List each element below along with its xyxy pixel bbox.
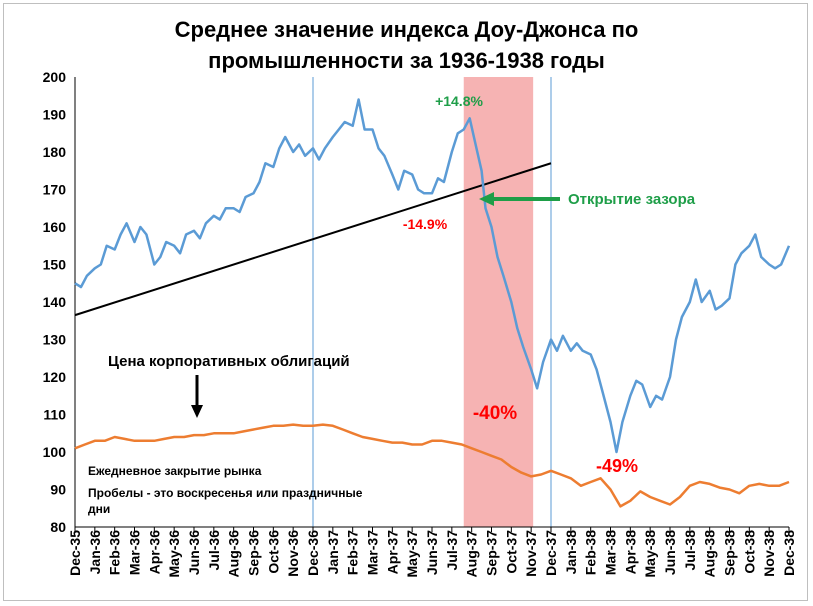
- x-tick-label: Aug-36: [226, 530, 242, 578]
- trend-line: [74, 162, 552, 317]
- x-tick-label: Jan-37: [325, 530, 341, 575]
- x-tick-label: Aug-37: [464, 530, 480, 578]
- x-tick-label: Nov-37: [523, 530, 539, 577]
- x-tick-label: Jun-36: [186, 530, 202, 575]
- x-tick-label: Oct-37: [503, 530, 519, 574]
- y-tick-label: 80: [50, 519, 66, 535]
- x-tick-label: Jul-38: [682, 530, 698, 571]
- series-layer: [74, 98, 791, 508]
- x-tick-label: Dec-36: [305, 530, 321, 576]
- x-tick-label: Oct-38: [741, 530, 757, 574]
- x-tick-label: Mar-37: [365, 530, 381, 575]
- y-tick-label: 110: [43, 407, 66, 423]
- y-tick-label: 160: [43, 219, 67, 235]
- x-tick-label: Jun-38: [662, 530, 678, 575]
- x-tick-label: Nov-38: [761, 530, 777, 577]
- x-tick-label: Jun-37: [424, 530, 440, 575]
- vline-layer: [312, 77, 552, 527]
- y-tick-label: 200: [43, 69, 67, 85]
- x-tick-label: May-36: [166, 530, 182, 578]
- x-tick-label: Jul-37: [444, 530, 460, 571]
- crash-label: -40%: [473, 403, 517, 424]
- chart-title-line-1: Среднее значение индекса Доу-Джонса по: [174, 17, 639, 42]
- x-tick-label: Jan-36: [87, 530, 103, 575]
- chart-frame: [3, 3, 808, 601]
- note-gaps: Пробелы - это воскресенья или праздничны…: [88, 486, 363, 500]
- chart-title: Среднее значение индекса Доу-Джонса по п…: [0, 14, 813, 76]
- x-tick-label: Aug-38: [702, 530, 718, 578]
- bond-series-line: [74, 423, 790, 508]
- crash-region: [463, 77, 534, 527]
- gap-arrow-head: [479, 192, 494, 206]
- x-tick-label: Mar-36: [127, 530, 143, 575]
- gap-label: Открытие зазора: [568, 191, 696, 208]
- dow-series-line: [74, 98, 791, 454]
- peak-gain-label: +14.8%: [435, 93, 483, 109]
- x-tick-label: Dec-38: [781, 530, 797, 576]
- x-tick-label: Feb-36: [107, 530, 123, 575]
- x-tick-label: Sep-37: [484, 530, 500, 576]
- y-tick-label: 140: [43, 294, 67, 310]
- x-tick-label: Sep-38: [722, 530, 738, 576]
- axis-layer: 80 90 100 110 120 130 140 150 160 170 180 190 200 Dec…: [43, 69, 797, 577]
- y-tick-label: 190: [43, 107, 67, 123]
- y-tick-label: 170: [43, 182, 67, 198]
- shade-layer: [463, 77, 534, 527]
- low-label: -49%: [596, 456, 638, 476]
- x-tick-label: Apr-36: [146, 530, 162, 575]
- x-tick-label: Jul-36: [206, 530, 222, 571]
- y-tick-label: 120: [43, 369, 67, 385]
- y-tick-label: 180: [43, 144, 67, 160]
- x-tick-label: Sep-36: [246, 530, 262, 576]
- bonds-arrow-head: [191, 405, 203, 418]
- y-tick-label: 90: [50, 482, 66, 498]
- x-tick-label: Feb-38: [583, 530, 599, 575]
- y-tick-label: 100: [43, 444, 67, 460]
- note-daily-close: Ежедневное закрытие рынка: [88, 464, 262, 478]
- x-tick-label: Feb-37: [345, 530, 361, 575]
- y-tick-label: 150: [43, 257, 67, 273]
- x-tick-label: Nov-36: [285, 530, 301, 577]
- x-tick-label: May-38: [642, 530, 658, 578]
- x-tick-label: May-37: [404, 530, 420, 578]
- x-tick-label: Apr-37: [384, 530, 400, 575]
- bonds-label: Цена корпоративных облигаций: [108, 353, 350, 370]
- x-tick-label: Jan-38: [563, 530, 579, 575]
- x-tick-label: Dec-37: [543, 530, 559, 576]
- x-tick-label: Apr-38: [622, 530, 638, 575]
- x-tick-label: Mar-38: [603, 530, 619, 575]
- x-tick-label: Dec-35: [67, 530, 83, 576]
- annotation-layer: +14.8% -14.9% Открытие зазора -40% -49% …: [88, 93, 696, 516]
- x-tick-label: Oct-36: [265, 530, 281, 574]
- note-gaps-cont: дни: [88, 502, 110, 516]
- y-tick-label: 130: [43, 332, 67, 348]
- chart-title-line-2: промышленности за 1936-1938 годы: [208, 48, 605, 73]
- trend-drop-label: -14.9%: [403, 216, 448, 232]
